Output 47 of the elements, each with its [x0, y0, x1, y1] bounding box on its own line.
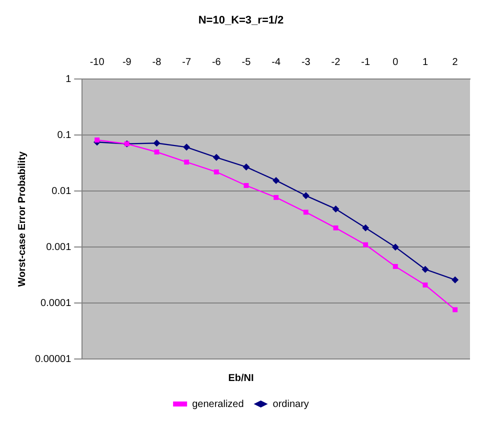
x-tick-label: -7 [182, 56, 192, 68]
point [272, 176, 280, 184]
point [422, 282, 428, 288]
x-tick-label: -1 [361, 56, 370, 68]
point [242, 163, 250, 170]
x-tick-label: -8 [152, 56, 162, 68]
y-tick-label: 0.001 [46, 242, 72, 253]
x-tick-label: -2 [331, 56, 341, 68]
y-axis-title: Worst-case Error Probability [16, 150, 28, 287]
point [94, 138, 100, 142]
x-tick-label: -10 [90, 56, 105, 68]
y-tick-label: 0.01 [52, 186, 72, 197]
point [392, 264, 398, 269]
chart-title: N=10_K=3_r=1/2 [198, 14, 284, 27]
y-tick-label: 1 [66, 74, 72, 85]
x-tick-label: -5 [242, 56, 252, 68]
x-tick-label: -3 [301, 56, 311, 68]
x-tick-label: -4 [272, 56, 281, 68]
point [154, 150, 160, 154]
point [303, 210, 308, 215]
y-tick-label: 0.0001 [40, 298, 72, 309]
legend-label: generalized [192, 398, 244, 410]
point [184, 160, 190, 165]
point [363, 242, 368, 248]
point [244, 183, 249, 188]
point [332, 205, 340, 212]
point [362, 224, 370, 232]
legend-label: ordinary [272, 398, 309, 410]
y-tick-label: 0.1 [57, 130, 72, 141]
x-tick-label: 1 [422, 56, 428, 68]
point [212, 154, 220, 161]
point [153, 140, 160, 147]
x-axis-title: Eb/NI [228, 372, 254, 384]
point [183, 144, 190, 151]
x-tick-label: -6 [212, 56, 222, 68]
x-tick-label: -9 [122, 56, 132, 68]
point [214, 169, 219, 174]
x-tick-label: 2 [452, 56, 458, 68]
point [302, 192, 310, 200]
point [392, 244, 399, 251]
point [274, 194, 279, 200]
point [422, 266, 429, 273]
y-tick-label: 0.00001 [34, 354, 72, 365]
x-tick-label: 0 [392, 56, 399, 68]
point [333, 225, 338, 230]
point [452, 307, 458, 312]
point [452, 276, 459, 284]
